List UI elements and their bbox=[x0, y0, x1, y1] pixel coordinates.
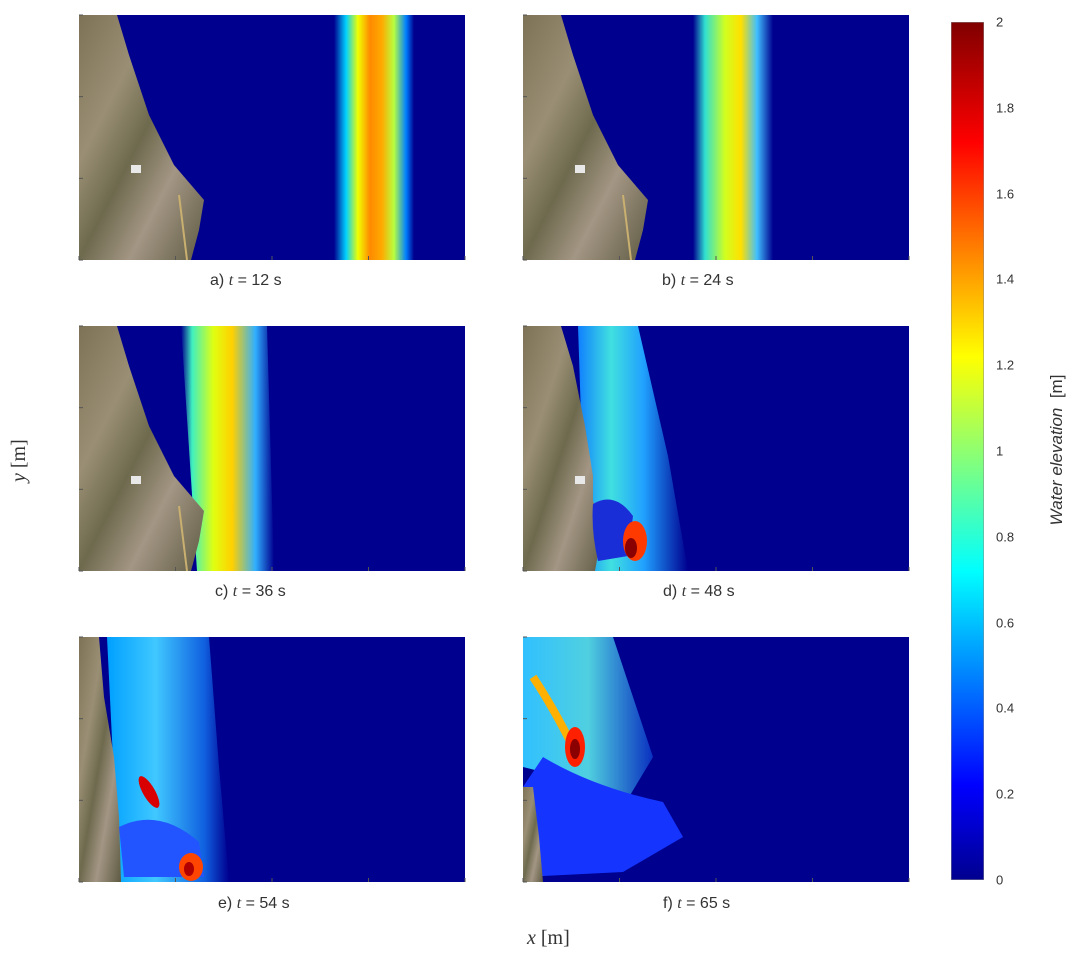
coastline-land bbox=[79, 637, 121, 882]
coastline-land bbox=[79, 326, 204, 571]
colorbar-label: Water elevation [m] bbox=[1047, 375, 1067, 526]
colorbar bbox=[951, 22, 984, 880]
coastline-land bbox=[523, 787, 543, 882]
colorbar-tick-label: 0.2 bbox=[996, 786, 1015, 802]
colorbar-tick-label: 0.6 bbox=[996, 615, 1015, 631]
panel-a bbox=[79, 15, 465, 260]
caption-d: d) t = 48 s bbox=[663, 583, 735, 601]
coastline-land bbox=[523, 15, 648, 260]
caption-f: f) t = 65 s bbox=[663, 895, 730, 913]
colorbar-tick-label: 2 bbox=[996, 14, 1004, 30]
colorbar-label-unit: [m] bbox=[1047, 374, 1066, 399]
wave-front bbox=[693, 15, 773, 260]
road-line bbox=[622, 194, 632, 260]
colorbar-tick-label: 1 bbox=[996, 443, 1004, 459]
wave-front bbox=[181, 326, 274, 571]
building bbox=[575, 476, 585, 484]
heatmap-c bbox=[79, 326, 465, 571]
colorbar-tick-label: 1.2 bbox=[996, 357, 1015, 373]
caption-time-var: t bbox=[232, 583, 238, 600]
caption-prefix: a) bbox=[210, 272, 225, 289]
y-axis-unit: [m] bbox=[8, 439, 30, 469]
colorbar-tick-label: 1.6 bbox=[996, 186, 1015, 202]
caption-time-value: = 65 s bbox=[686, 895, 731, 912]
caption-time-var: t bbox=[680, 272, 686, 289]
colorbar-tick-label: 0.4 bbox=[996, 700, 1015, 716]
y-axis-label: y [m] bbox=[8, 439, 31, 482]
caption-b: b) t = 24 s bbox=[662, 272, 734, 290]
road-line bbox=[178, 194, 188, 260]
caption-time-value: = 48 s bbox=[690, 583, 735, 600]
building bbox=[131, 476, 141, 484]
colorbar-tick-label: 1.8 bbox=[996, 100, 1015, 116]
colorbar-label-main: Water elevation bbox=[1047, 407, 1066, 526]
inundation-peak bbox=[138, 776, 160, 808]
inundation-zone bbox=[592, 499, 633, 561]
panel-b bbox=[523, 15, 909, 260]
caption-time-var: t bbox=[228, 272, 234, 289]
heatmap-f bbox=[523, 637, 909, 882]
caption-prefix: e) bbox=[218, 895, 233, 912]
coastline-land bbox=[79, 15, 204, 260]
panel-f bbox=[523, 637, 909, 882]
y-axis-var: y bbox=[8, 473, 30, 482]
heatmap-a bbox=[79, 15, 465, 260]
panel-d bbox=[523, 326, 909, 571]
caption-time-var: t bbox=[236, 895, 242, 912]
road-line bbox=[178, 505, 188, 571]
inundation-zone bbox=[523, 757, 683, 877]
wave-front bbox=[334, 15, 414, 260]
building bbox=[575, 165, 585, 173]
colorbar-tick-label: 1.4 bbox=[996, 271, 1015, 287]
coastline-land bbox=[523, 326, 603, 571]
x-axis-label: x [m] bbox=[527, 927, 570, 950]
heatmap-d bbox=[523, 326, 909, 571]
panel-e bbox=[79, 637, 465, 882]
inundation-max bbox=[184, 862, 194, 876]
panel-c bbox=[79, 326, 465, 571]
x-axis-unit: [m] bbox=[540, 927, 570, 949]
caption-a: a) t = 12 s bbox=[210, 272, 282, 290]
caption-c: c) t = 36 s bbox=[215, 583, 286, 601]
heatmap-e bbox=[79, 637, 465, 882]
caption-prefix: f) bbox=[663, 895, 673, 912]
caption-time-var: t bbox=[677, 895, 682, 912]
colorbar-gradient bbox=[951, 22, 984, 880]
caption-time-value: = 24 s bbox=[689, 272, 734, 289]
inundation-max bbox=[625, 538, 637, 558]
caption-time-var: t bbox=[681, 583, 687, 600]
caption-prefix: b) bbox=[662, 272, 677, 289]
heatmap-b bbox=[523, 15, 909, 260]
caption-time-value: = 12 s bbox=[237, 272, 282, 289]
caption-prefix: c) bbox=[215, 583, 229, 600]
caption-time-value: = 54 s bbox=[245, 895, 290, 912]
colorbar-tick-label: 0 bbox=[996, 872, 1004, 888]
caption-time-value: = 36 s bbox=[241, 583, 286, 600]
building bbox=[131, 165, 141, 173]
caption-prefix: d) bbox=[663, 583, 678, 600]
inundation-max bbox=[570, 739, 580, 759]
x-axis-var: x bbox=[527, 927, 536, 949]
colorbar-tick-label: 0.8 bbox=[996, 529, 1015, 545]
caption-e: e) t = 54 s bbox=[218, 895, 290, 913]
